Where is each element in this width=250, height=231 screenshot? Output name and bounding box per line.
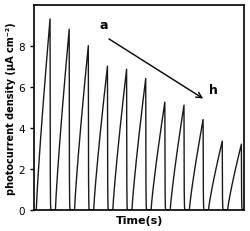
Y-axis label: photocurrent density (μA cm⁻²): photocurrent density (μA cm⁻²) bbox=[6, 22, 16, 194]
X-axis label: Time(s): Time(s) bbox=[116, 216, 163, 225]
Text: a: a bbox=[99, 19, 108, 32]
Text: h: h bbox=[209, 84, 218, 97]
